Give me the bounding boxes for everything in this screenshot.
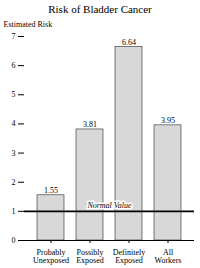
svg-text:5: 5 [12, 90, 16, 99]
svg-text:Normal Value: Normal Value [86, 201, 132, 210]
svg-text:3: 3 [12, 149, 16, 158]
svg-text:Estimated Risk: Estimated Risk [4, 20, 53, 29]
svg-text:3.95: 3.95 [161, 116, 175, 125]
svg-text:PossiblyExposed: PossiblyExposed [76, 248, 104, 265]
html-text:Risk of Bladder Cancer: Risk of Bladder Cancer [48, 3, 152, 15]
svg-text:6: 6 [12, 61, 16, 70]
svg-text:4: 4 [12, 119, 16, 128]
svg-text:6.64: 6.64 [122, 38, 136, 47]
svg-text:3.81: 3.81 [83, 120, 97, 129]
svg-text:0: 0 [12, 236, 16, 245]
svg-text:AllWorkers: AllWorkers [155, 248, 182, 265]
svg-text:ProbablyUnexposed: ProbablyUnexposed [33, 248, 69, 265]
svg-text:DefinitelyExposed: DefinitelyExposed [113, 248, 145, 265]
svg-text:1: 1 [12, 207, 16, 216]
svg-text:7: 7 [12, 32, 16, 41]
svg-text:2: 2 [12, 178, 16, 187]
svg-text:1.55: 1.55 [44, 186, 58, 195]
